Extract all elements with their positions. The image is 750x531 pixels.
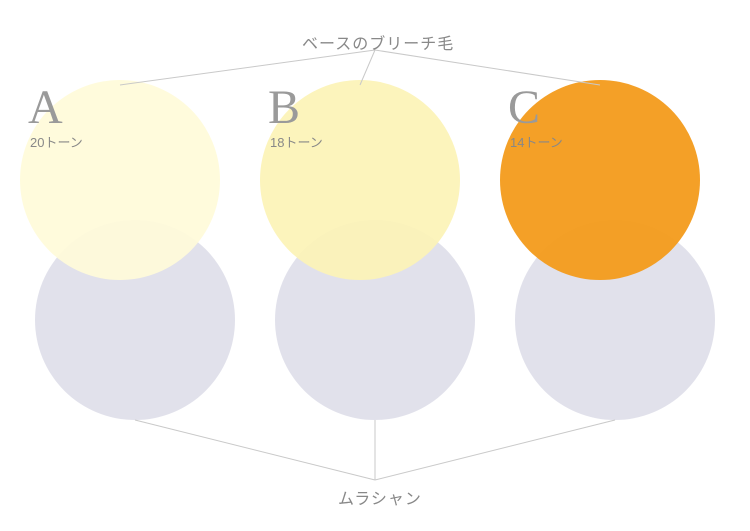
diagram-stage: A B C 20トーン 18トーン 14トーン ベースのブリーチ毛 ムラシャン	[0, 0, 750, 531]
group-letter-a: A	[28, 80, 63, 135]
tone-label-b: 18トーン	[270, 132, 323, 151]
caption-top: ベースのブリーチ毛	[302, 30, 454, 54]
group-letter-c: C	[508, 80, 540, 135]
tone-label-c: 14トーン	[510, 132, 563, 151]
caption-bottom: ムラシャン	[338, 485, 422, 509]
tone-label-a: 20トーン	[30, 132, 83, 151]
group-letter-b: B	[268, 80, 300, 135]
